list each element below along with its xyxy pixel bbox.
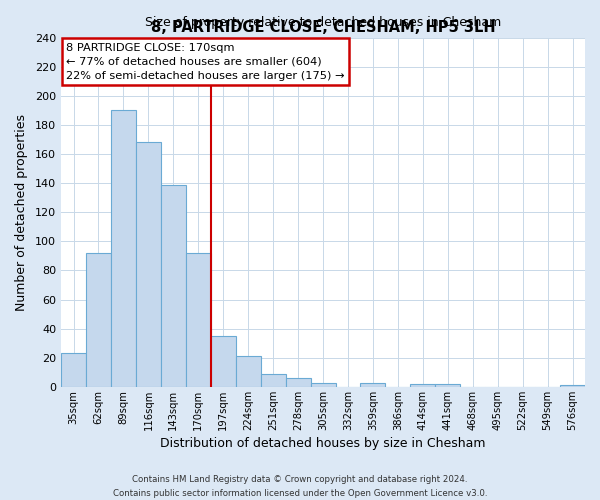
Bar (111, 110, 136, 387)
Bar (361, 382, 385, 387)
Bar (286, 378, 311, 387)
Bar (260, 374, 286, 387)
X-axis label: Distribution of detached houses by size in Chesham: Distribution of detached houses by size … (160, 437, 486, 450)
Y-axis label: Number of detached properties: Number of detached properties (15, 114, 28, 311)
Title: 8, PARTRIDGE CLOSE, CHESHAM, HP5 3LH: 8, PARTRIDGE CLOSE, CHESHAM, HP5 3LH (151, 20, 496, 35)
Text: Contains HM Land Registry data © Crown copyright and database right 2024.
Contai: Contains HM Land Registry data © Crown c… (113, 476, 487, 498)
Bar (211, 336, 236, 387)
Text: Size of property relative to detached houses in Chesham: Size of property relative to detached ho… (145, 16, 501, 29)
Bar (136, 142, 161, 387)
Bar (186, 253, 211, 387)
Bar (311, 382, 335, 387)
Bar (86, 253, 111, 387)
Bar (61, 354, 86, 387)
Bar (436, 384, 460, 387)
Bar (410, 384, 436, 387)
Bar (560, 386, 585, 387)
Text: 8 PARTRIDGE CLOSE: 170sqm
← 77% of detached houses are smaller (604)
22% of semi: 8 PARTRIDGE CLOSE: 170sqm ← 77% of detac… (66, 43, 345, 81)
Bar (161, 184, 186, 387)
Bar (236, 356, 260, 387)
